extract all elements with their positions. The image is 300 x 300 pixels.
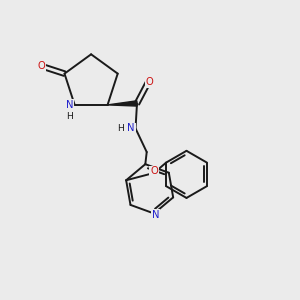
Text: N: N	[66, 100, 73, 110]
Polygon shape	[108, 101, 137, 106]
Text: O: O	[38, 61, 45, 71]
Text: O: O	[150, 167, 158, 176]
Text: H: H	[66, 112, 73, 121]
Text: N: N	[152, 210, 159, 220]
Text: O: O	[146, 77, 154, 87]
Text: N: N	[128, 124, 135, 134]
Text: H: H	[117, 124, 124, 133]
